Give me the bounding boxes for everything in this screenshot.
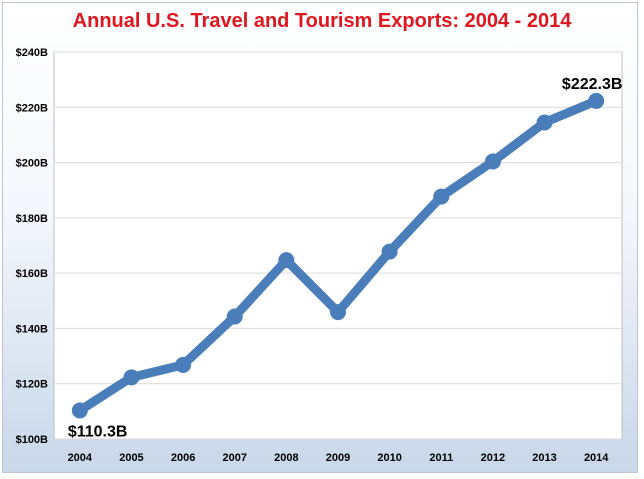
x-tick-label: 2006	[171, 452, 195, 464]
x-tick-label: 2014	[584, 452, 609, 464]
x-tick-label: 2008	[274, 452, 298, 464]
data-label: $110.3B	[68, 424, 128, 441]
data-point	[71, 402, 88, 419]
data-point	[536, 114, 553, 131]
data-point	[226, 308, 243, 325]
y-tick-label: $100B	[16, 434, 48, 446]
x-tick-label: 2010	[377, 452, 401, 464]
data-point	[484, 153, 501, 170]
y-tick-label: $140B	[16, 323, 48, 335]
y-tick-label: $180B	[16, 213, 48, 225]
y-tick-label: $240B	[16, 47, 48, 59]
data-point	[330, 304, 346, 321]
data-point	[123, 369, 140, 386]
data-point	[175, 356, 192, 373]
data-point	[278, 252, 295, 269]
chart-title: Annual U.S. Travel and Tourism Exports: …	[72, 10, 572, 32]
y-tick-label: $220B	[16, 102, 48, 114]
y-tick-label: $120B	[16, 379, 48, 391]
data-point	[381, 243, 398, 260]
y-tick-label: $160B	[16, 268, 48, 280]
x-tick-label: 2011	[429, 452, 453, 464]
x-tick-label: 2007	[222, 452, 246, 464]
x-tick-label: 2004	[68, 452, 93, 464]
y-tick-label: $200B	[16, 158, 48, 170]
data-point	[433, 188, 450, 205]
data-point	[588, 92, 605, 109]
x-tick-label: 2005	[119, 452, 143, 464]
data-label: $222.3B	[562, 76, 623, 93]
x-tick-label: 2012	[481, 452, 505, 464]
x-tick-label: 2013	[532, 452, 556, 464]
x-tick-label: 2009	[326, 452, 350, 464]
plot-area	[53, 51, 623, 440]
